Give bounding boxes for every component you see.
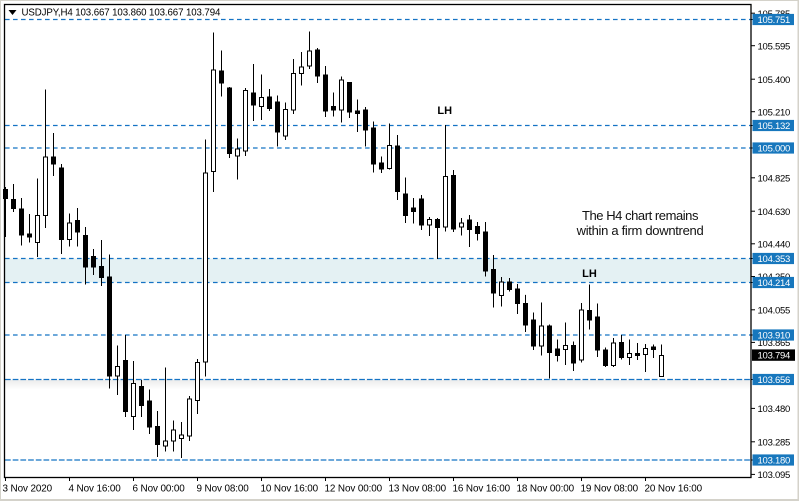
svg-text:103.794: 103.794 <box>758 351 791 362</box>
svg-text:20 Nov 16:00: 20 Nov 16:00 <box>645 484 703 495</box>
svg-text:103.480: 103.480 <box>758 404 791 415</box>
svg-text:10 Nov 16:00: 10 Nov 16:00 <box>261 484 319 495</box>
svg-text:105.000: 105.000 <box>758 144 791 155</box>
svg-text:103.910: 103.910 <box>758 331 791 342</box>
svg-text:104.055: 104.055 <box>758 305 791 316</box>
svg-text:104.353: 104.353 <box>758 254 791 265</box>
svg-text:105.210: 105.210 <box>758 107 791 118</box>
svg-text:103.180: 103.180 <box>758 456 791 467</box>
svg-text:13 Nov 08:00: 13 Nov 08:00 <box>389 484 447 495</box>
svg-text:12 Nov 00:00: 12 Nov 00:00 <box>325 484 383 495</box>
svg-text:3 Nov 2020: 3 Nov 2020 <box>3 484 53 495</box>
svg-text:105.595: 105.595 <box>758 41 791 52</box>
svg-text:105.751: 105.751 <box>758 15 791 26</box>
svg-text:105.400: 105.400 <box>758 75 791 86</box>
svg-text:104.825: 104.825 <box>758 173 791 184</box>
svg-text:16 Nov 16:00: 16 Nov 16:00 <box>453 484 511 495</box>
svg-text:The H4 chart remains: The H4 chart remains <box>582 208 699 223</box>
svg-text:LH: LH <box>582 268 597 280</box>
svg-text:104.630: 104.630 <box>758 207 791 218</box>
svg-text:18 Nov 00:00: 18 Nov 00:00 <box>517 484 575 495</box>
svg-text:within a firm downtrend: within a firm downtrend <box>576 223 704 238</box>
svg-text:LH: LH <box>437 105 452 117</box>
svg-text:103.095: 103.095 <box>758 470 791 481</box>
svg-text:104.440: 104.440 <box>758 239 791 250</box>
svg-text:103.285: 103.285 <box>758 437 791 448</box>
svg-text:104.214: 104.214 <box>758 278 791 289</box>
svg-text:105.132: 105.132 <box>758 121 791 132</box>
svg-text:6 Nov 00:00: 6 Nov 00:00 <box>133 484 186 495</box>
svg-text:103.865: 103.865 <box>758 338 791 349</box>
svg-text:USDJPY,H4 103.667 103.860 103: USDJPY,H4 103.667 103.860 103.667 103.79… <box>22 8 221 19</box>
svg-text:103.656: 103.656 <box>758 375 791 386</box>
svg-text:19 Nov 08:00: 19 Nov 08:00 <box>581 484 639 495</box>
svg-text:9 Nov 08:00: 9 Nov 08:00 <box>197 484 250 495</box>
svg-text:4 Nov 16:00: 4 Nov 16:00 <box>69 484 122 495</box>
